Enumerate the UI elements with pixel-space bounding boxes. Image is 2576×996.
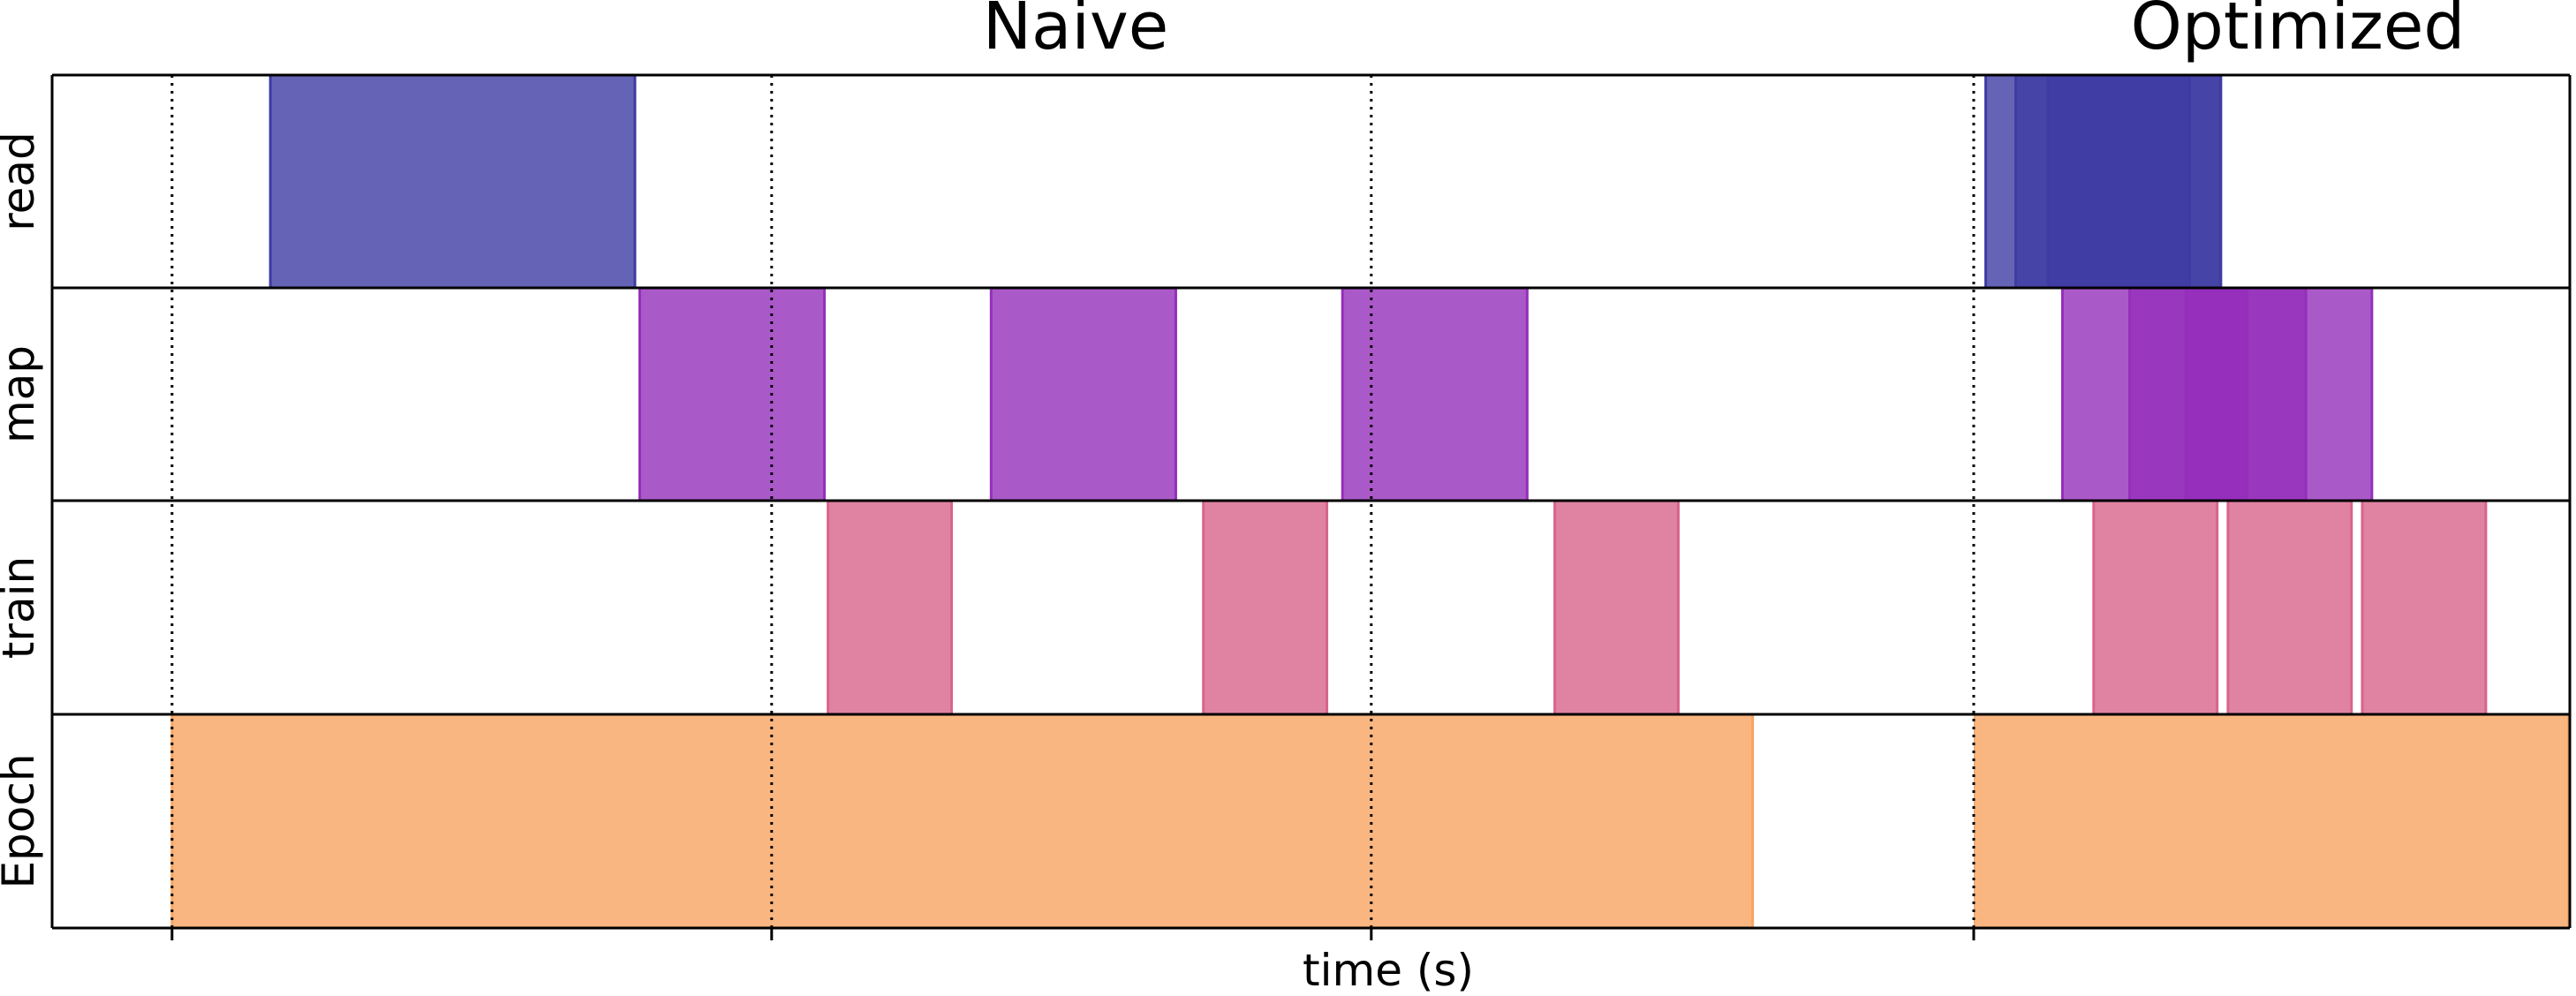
row-label-map: map bbox=[0, 345, 44, 443]
bar-map-naive bbox=[1341, 286, 1529, 502]
row-label-read: read bbox=[0, 132, 44, 231]
panel-bars-optimized bbox=[1974, 75, 2570, 928]
plot-frames bbox=[50, 73, 2572, 930]
panel-title-naive: Naive bbox=[983, 0, 1169, 64]
row-label-epoch: Epoch bbox=[0, 753, 44, 888]
bar-map-naive bbox=[638, 286, 827, 502]
row-labels: read map train Epoch bbox=[0, 132, 44, 888]
x-axis-label: time (s) bbox=[1303, 945, 1474, 996]
event-bars bbox=[170, 75, 2570, 928]
panel-bars-naive bbox=[170, 75, 1755, 928]
bar-train-optimized bbox=[2092, 499, 2219, 716]
bar-train-naive bbox=[1202, 499, 1329, 716]
bar-train-naive bbox=[827, 499, 953, 716]
panel-title-optimized: Optimized bbox=[2131, 0, 2466, 64]
x-ticks bbox=[170, 928, 1975, 940]
bar-epoch-optimized bbox=[1974, 713, 2570, 928]
bar-read-optimized bbox=[2046, 75, 2191, 290]
bar-epoch-naive bbox=[170, 713, 1755, 928]
bar-map-optimized bbox=[2184, 286, 2249, 502]
bar-train-optimized bbox=[2361, 499, 2488, 716]
row-label-train: train bbox=[0, 556, 44, 659]
bar-train-optimized bbox=[2226, 499, 2353, 716]
bar-map-naive bbox=[989, 286, 1177, 502]
bar-train-naive bbox=[1553, 499, 1680, 716]
bar-read-naive bbox=[268, 75, 637, 290]
